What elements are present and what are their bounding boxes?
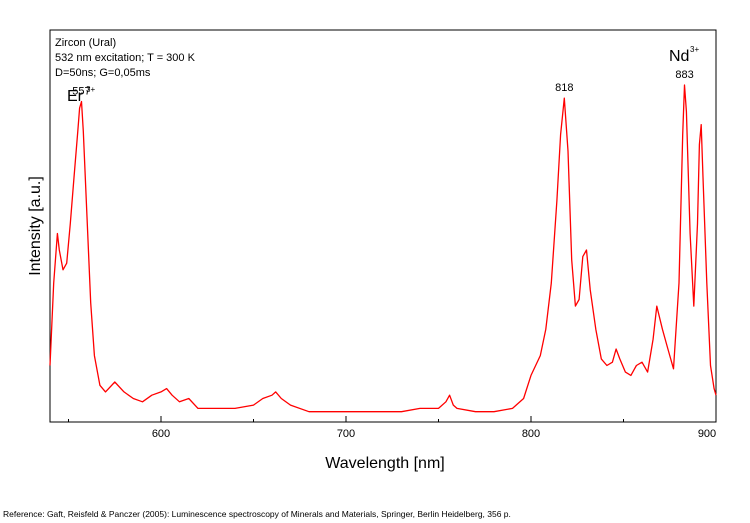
reference-note: Reference: Gaft, Reisfeld & Panczer (200… — [3, 509, 511, 519]
ion-label-nd: Nd — [669, 48, 689, 65]
info-line-gating: D=50ns; G=0,05ms — [55, 67, 151, 79]
x-tick-label: 800 — [522, 428, 540, 440]
peak-label: 818 — [555, 82, 573, 94]
x-tick-label: 700 — [337, 428, 355, 440]
ion-label-nd-name: Nd — [669, 48, 689, 65]
spectrum-line — [49, 84, 717, 413]
x-axis-ticks: 600 700 800 900 — [68, 416, 717, 440]
ion-label-er: Er — [67, 88, 84, 105]
x-tick-label: 600 — [152, 428, 170, 440]
x-tick-label: 900 — [698, 428, 716, 440]
info-line-sample: Zircon (Ural) — [55, 37, 116, 49]
x-axis-title: Wavelength [nm] — [325, 455, 444, 472]
y-axis-title: Intensity [a.u.] — [27, 176, 44, 276]
peak-label: 883 — [675, 69, 693, 81]
ion-label-er-charge: 3+ — [86, 85, 95, 94]
info-line-excitation: 532 nm excitation; T = 300 K — [55, 52, 196, 64]
ion-label-nd-charge: 3+ — [690, 45, 699, 54]
ion-label-er-name: Er — [67, 88, 84, 105]
peak-label: 557 — [72, 86, 90, 98]
peak-labels: 557 818 883 — [72, 69, 693, 98]
plot-frame — [49, 29, 717, 423]
